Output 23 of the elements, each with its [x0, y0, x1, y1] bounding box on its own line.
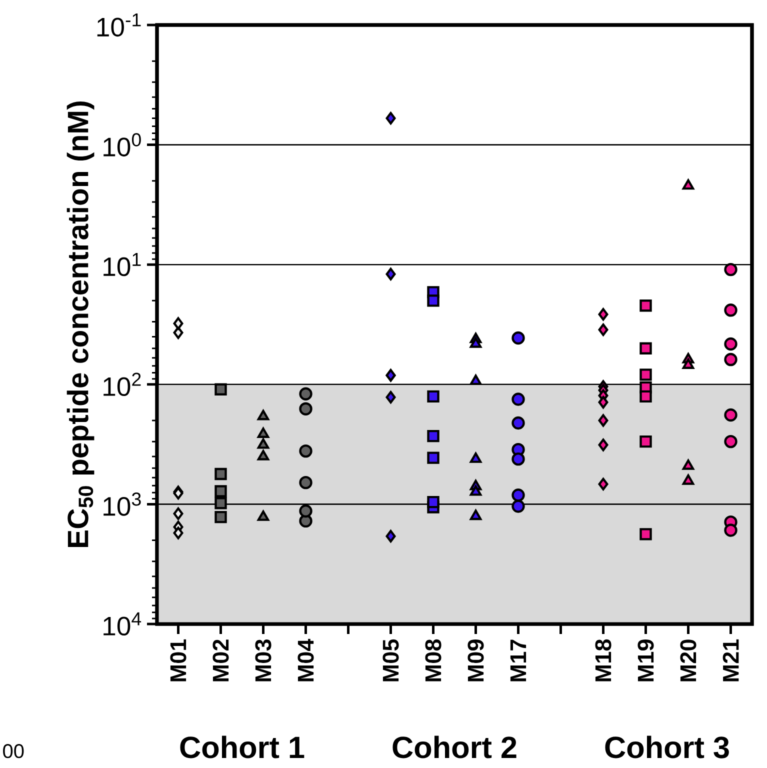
x-tick-label: M03 [255, 640, 272, 682]
x-tick-label: M05 [382, 639, 399, 682]
x-tick-label: M08 [425, 639, 442, 682]
x-tick-label: M19 [638, 640, 654, 682]
text: Cohort 1 [180, 736, 304, 758]
y-axis-title: EC$_{50}$ peptide concentration (nM) [66, 102, 94, 547]
y-tick-label: 10$^{0}$ [104, 133, 141, 156]
x-tick-label: M20 [680, 640, 696, 682]
text: Cohort 3 [605, 736, 729, 758]
y-tick-label: 10$^{-1}$ [97, 13, 141, 37]
x-tick-label: M02 [212, 640, 229, 682]
x-tick-label: M17 [510, 640, 526, 682]
x-tick-label: M04 [298, 638, 314, 682]
text: 00 [3, 744, 24, 758]
y-tick-label: 10$^{3}$ [104, 492, 141, 516]
text: Cohort 2 [392, 736, 516, 758]
y-tick-label: 10$^{4}$ [104, 612, 142, 636]
x-tick-label: M09 [468, 640, 484, 682]
x-tick-label: M18 [595, 639, 612, 682]
y-tick-label: 10$^{1}$ [104, 253, 141, 276]
y-tick-label: 10$^{2}$ [104, 372, 141, 396]
x-tick-label: M01 [170, 639, 186, 682]
x-tick-label: M21 [722, 639, 739, 682]
